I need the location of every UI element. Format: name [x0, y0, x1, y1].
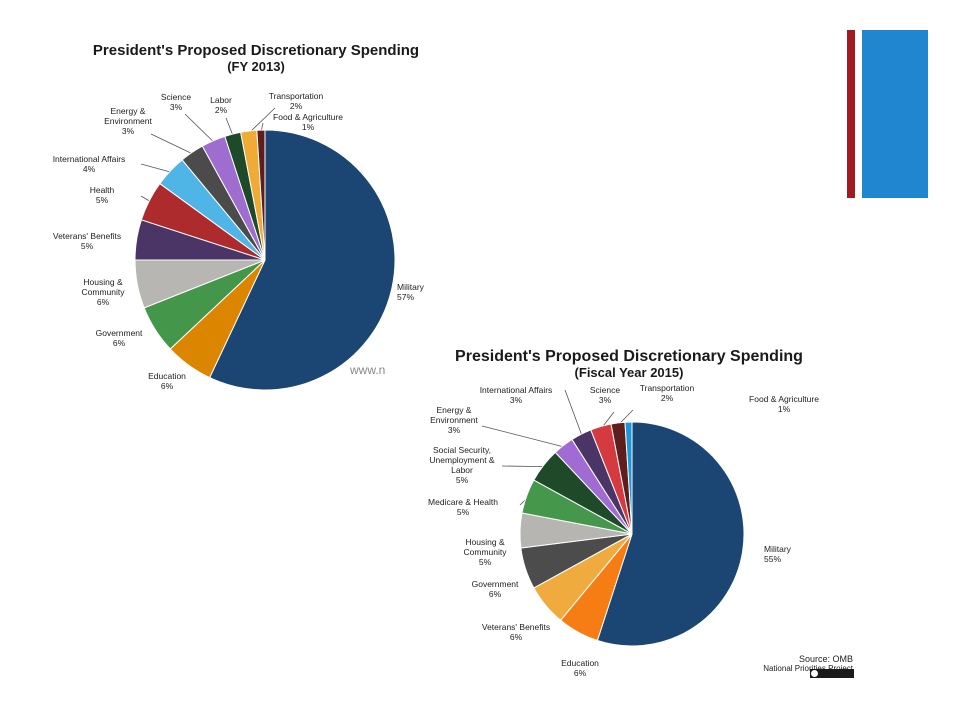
label-veterans-benefits: Veterans' Benefits 6% — [482, 622, 550, 642]
leader-science — [184, 113, 215, 143]
label-science: Science 3% — [590, 385, 621, 405]
chart-subtitle: (FY 2013) — [227, 59, 285, 74]
leader-energy-environment — [481, 425, 565, 448]
source-text: Source: OMB — [799, 654, 853, 664]
label-housing-community: Housing & Community 6% — [82, 277, 126, 307]
label-education: Education 6% — [561, 658, 599, 678]
slice-labels: Military 55% Education 6% Veterans' Benefits… — [428, 383, 819, 678]
label-international-affairs: International Affairs 4% — [53, 154, 126, 174]
label-transportation: Transportation 2% — [269, 91, 324, 111]
leader-energy-environment — [150, 133, 194, 155]
cc-license-badge — [810, 669, 854, 678]
label-government: Government 6% — [96, 328, 143, 348]
label-health: Health 5% — [90, 185, 115, 205]
chart-fy2013: President's Proposed Discretionary Spend… — [45, 36, 425, 398]
watermark: www.n — [349, 363, 385, 377]
label-international-affairs: International Affairs 3% — [480, 385, 553, 405]
label-medicare-health: Medicare & Health 5% — [428, 497, 498, 517]
slice-food-agriculture — [256, 129, 266, 261]
leader-social-security-unemployment-labor — [501, 465, 546, 467]
leader-international-affairs — [564, 389, 583, 437]
label-energy-environment: Energy & Environment 3% — [104, 106, 152, 136]
label-veterans-benefits: Veterans' Benefits 5% — [53, 231, 121, 251]
leader-lines — [138, 107, 276, 241]
chart-subtitle: (Fiscal Year 2015) — [575, 365, 684, 380]
chart-title: President's Proposed Discretionary Spend… — [455, 348, 803, 365]
chart-fy2015-svg: President's Proposed Discretionary Spend… — [428, 348, 854, 678]
slice-military — [596, 421, 745, 647]
label-education: Education 6% — [148, 371, 186, 391]
label-transportation: Transportation 2% — [640, 383, 695, 403]
label-social-security-unemployment-labor: Social Security, Unemployment & Labor 5% — [429, 445, 495, 485]
leader-international-affairs — [140, 163, 172, 173]
label-labor: Labor 2% — [210, 95, 232, 115]
slice-labels: Military 57% Education 6% Government 6% Housin… — [53, 91, 425, 391]
accent-red-bar — [847, 30, 855, 198]
label-government: Government 6% — [472, 579, 519, 599]
slice-food-agriculture — [624, 421, 633, 535]
pie-slices — [519, 421, 745, 647]
accent-blue-bar — [862, 30, 928, 198]
chart-fy2013-svg: President's Proposed Discretionary Spend… — [53, 42, 425, 391]
label-military: Military 55% — [764, 544, 792, 564]
pie-slices — [134, 129, 396, 391]
cc-icon — [810, 669, 819, 678]
label-energy-environment: Energy & Environment 3% — [430, 405, 478, 435]
label-military: Military 57% — [397, 282, 425, 302]
slice-military — [208, 129, 396, 391]
label-food-agriculture: Food & Agriculture 1% — [749, 394, 819, 414]
leader-labor — [225, 117, 234, 137]
chart-fy2015: President's Proposed Discretionary Spend… — [420, 342, 866, 684]
source-org: National Priorities Project — [763, 664, 854, 673]
label-housing-community: Housing & Community 5% — [464, 537, 508, 567]
leader-transportation — [248, 107, 276, 134]
label-food-agriculture: Food & Agriculture 1% — [273, 112, 343, 132]
label-science: Science 3% — [161, 92, 192, 112]
chart-title: President's Proposed Discretionary Spend… — [93, 42, 419, 59]
